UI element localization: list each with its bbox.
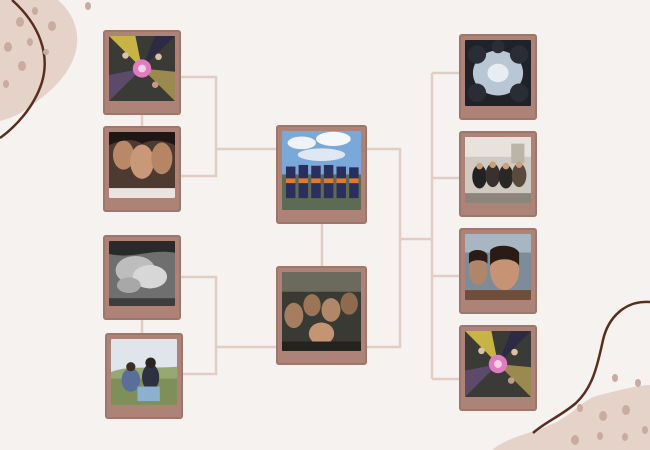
photo-hands-circle-bw-overhead bbox=[465, 40, 531, 106]
photo-frame-group-selfie-dark[interactable] bbox=[276, 266, 367, 365]
photo-frame-hands-stacked-bw[interactable] bbox=[103, 235, 181, 320]
photo-hands-stacked-bw bbox=[109, 241, 175, 306]
top-left-blob bbox=[0, 0, 78, 121]
photo-frame-three-girls-selfie[interactable] bbox=[103, 126, 181, 212]
photo-frame-two-girls-selfie[interactable] bbox=[459, 228, 537, 314]
photo-friends-outdoor-hills bbox=[111, 339, 177, 405]
top-left-dots bbox=[3, 2, 91, 88]
photo-frame-friends-indoor-group[interactable] bbox=[459, 131, 537, 217]
photo-team-cheer-group bbox=[282, 131, 361, 210]
photo-frame-hands-circle-colorful[interactable] bbox=[459, 325, 537, 411]
photo-hands-circle-top bbox=[109, 36, 175, 101]
photo-two-girls-selfie bbox=[465, 234, 531, 300]
connector-left-lower bbox=[181, 275, 276, 376]
connector-middle-right bbox=[367, 147, 432, 349]
connector-left-upper bbox=[181, 75, 276, 178]
photo-frame-hands-circle-top[interactable] bbox=[103, 30, 181, 115]
photo-three-girls-selfie bbox=[109, 132, 175, 198]
bottom-right-dots bbox=[571, 374, 648, 445]
bottom-right-blob bbox=[492, 385, 650, 450]
photo-frame-hands-circle-bw-overhead[interactable] bbox=[459, 34, 537, 120]
photo-frame-friends-outdoor-hills[interactable] bbox=[105, 333, 183, 419]
photo-friends-indoor-group bbox=[465, 137, 531, 203]
connector-right-column bbox=[430, 71, 459, 381]
top-left-swirl-line bbox=[0, 0, 46, 140]
photo-group-selfie-dark bbox=[282, 272, 361, 351]
photo-frame-team-cheer-group[interactable] bbox=[276, 125, 367, 224]
bottom-right-swirl-line bbox=[532, 300, 650, 434]
photo-hands-circle-colorful bbox=[465, 331, 531, 397]
